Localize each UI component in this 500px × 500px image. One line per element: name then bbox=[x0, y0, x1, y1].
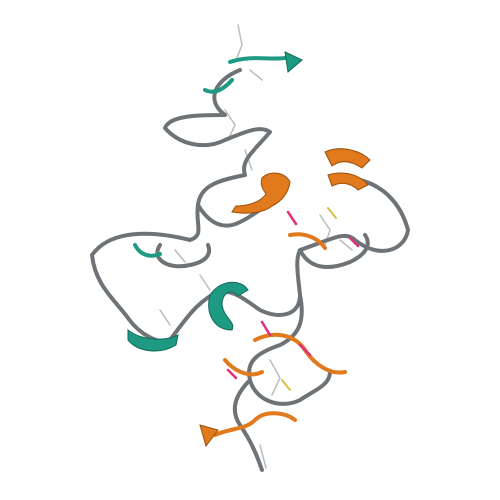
teal-ribbons bbox=[127, 51, 303, 352]
highlight-sticks bbox=[226, 207, 360, 391]
backbone-coil bbox=[90, 68, 410, 472]
